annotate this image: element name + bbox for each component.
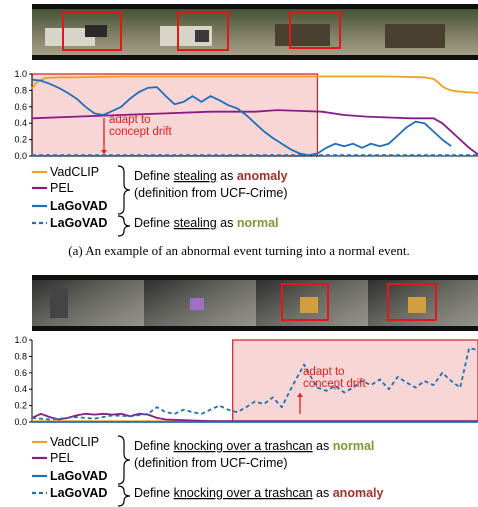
legend-b-brace-2 — [117, 485, 131, 507]
chart-a-ytick-label: 0.0 — [14, 151, 27, 161]
legend-b-define2: Define knocking over a trashcan as anoma… — [134, 486, 383, 500]
legend-b-vadclip-label: VadCLIP — [50, 435, 99, 449]
video-frames-a — [32, 4, 478, 60]
chart-b-annotation-text: adapt to — [303, 366, 345, 378]
chart-a-ytick-label: 0.4 — [14, 118, 27, 128]
legend-b-define1-source: (definition from UCF-Crime) — [134, 456, 288, 470]
chart-b-ytick-label: 1.0 — [14, 335, 27, 345]
frame-b-1 — [32, 275, 144, 331]
legend-a-define1: Define stealing as anomaly — [134, 169, 288, 183]
chart-b-ytick-label: 0.2 — [14, 401, 27, 411]
legend-a-brace-2 — [117, 215, 131, 237]
legend-a-define1-source: (definition from UCF-Crime) — [134, 186, 288, 200]
chart-b-ytick-label: 0.6 — [14, 368, 27, 378]
chart-b-ytick-label: 0.8 — [14, 351, 27, 361]
legend-b-lagovad-label: LaGoVAD — [50, 469, 107, 483]
caption-a: (a) An example of an abnormal event turn… — [68, 243, 410, 258]
legend-b: VadCLIP PEL LaGoVAD LaGoVAD Define knock… — [32, 435, 383, 507]
chart-b-annotation-arrowhead — [297, 393, 303, 397]
chart-a-series-pel-solid — [31, 109, 478, 156]
legend-b-lagovad2-label: LaGoVAD — [50, 486, 107, 500]
chart-a-series-vadclip-solid — [31, 75, 478, 94]
legend-b-pel-label: PEL — [50, 451, 74, 465]
frame-a-3 — [256, 4, 368, 60]
frame-a-1 — [32, 4, 144, 60]
chart-a-ytick-label: 0.6 — [14, 102, 27, 112]
chart-a-series-lagovad-solid — [31, 78, 452, 157]
chart-b-annotation-text: concept drift — [303, 378, 366, 390]
chart-a-annotation-arrowhead — [101, 150, 107, 154]
chart-a-ytick-label: 0.8 — [14, 85, 27, 95]
frame-b-2 — [144, 275, 256, 331]
legend-a-pel-label: PEL — [50, 181, 74, 195]
video-frames-b — [32, 275, 478, 331]
legend-a-define2: Define stealing as normal — [134, 216, 279, 230]
legend-a: VadCLIP PEL LaGoVAD LaGoVAD Define steal… — [32, 165, 288, 237]
chart-a-annotation-text: concept drift — [109, 126, 172, 138]
chart-a-ytick-label: 0.2 — [14, 135, 27, 145]
chart-a-highlight-region — [31, 73, 319, 157]
legend-b-define1: Define knocking over a trashcan as norma… — [134, 439, 374, 453]
chart-b-ytick-label: 0.0 — [14, 417, 27, 427]
frame-a-4 — [368, 4, 478, 60]
chart-b-ytick-label: 0.4 — [14, 384, 27, 394]
frame-a-2 — [144, 4, 256, 60]
legend-a-lagovad-label: LaGoVAD — [50, 199, 107, 213]
legend-a-vadclip-label: VadCLIP — [50, 165, 99, 179]
chart-a-annotation-text: adapt to — [109, 114, 151, 126]
legend-a-lagovad2-label: LaGoVAD — [50, 216, 107, 230]
legend-a-brace — [117, 165, 131, 215]
chart-a-ytick-label: 1.0 — [14, 69, 27, 79]
frame-b-4 — [368, 275, 478, 331]
legend-b-brace — [117, 435, 131, 485]
chart-b-series-lagovad-dashed — [31, 347, 478, 421]
frame-b-3 — [256, 275, 368, 331]
